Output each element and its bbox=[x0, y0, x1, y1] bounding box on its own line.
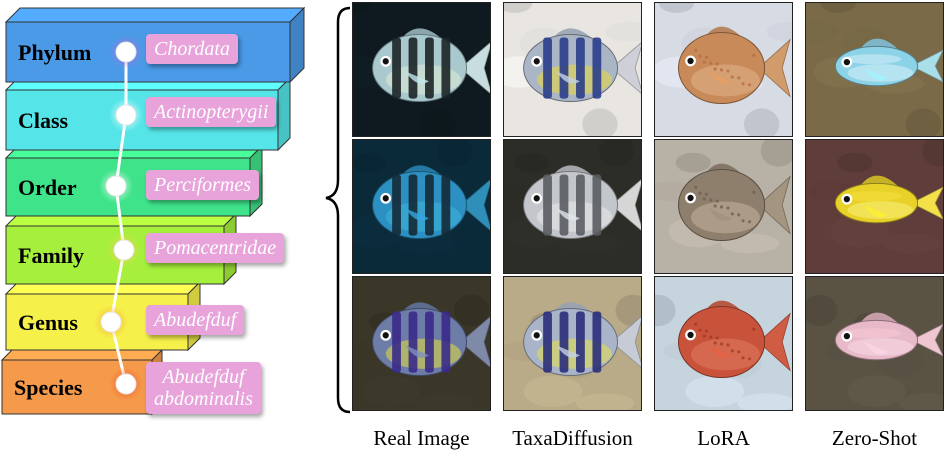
taxon-name-line: Pomacentridae bbox=[154, 237, 277, 259]
fish-image-taxadiffusion-row-2 bbox=[503, 139, 642, 274]
fish-image-lora-row-1 bbox=[654, 2, 793, 137]
taxonomy-node-genus bbox=[94, 305, 128, 339]
curly-brace bbox=[325, 6, 351, 414]
taxon-name-line: abdominalis bbox=[154, 388, 253, 410]
column-label-zero-shot: Zero-Shot bbox=[831, 426, 918, 450]
fish-image-real-image-row-3 bbox=[352, 276, 491, 411]
fish-image-lora-row-3 bbox=[654, 276, 793, 411]
taxon-name-line: Chordata bbox=[154, 38, 230, 60]
fish-image-lora-row-2 bbox=[654, 139, 793, 274]
rank-label-phylum: Phylum bbox=[18, 40, 91, 65]
taxonomy-node-species bbox=[109, 367, 143, 401]
rank-label-class: Class bbox=[18, 108, 69, 133]
taxon-tag-class: Actinopterygii bbox=[146, 97, 277, 127]
taxon-name-line: Abudefduf bbox=[162, 366, 245, 388]
taxonomy-node-family bbox=[107, 233, 141, 267]
taxon-tag-phylum: Chordata bbox=[146, 34, 238, 64]
fish-image-zero-shot-row-3 bbox=[805, 276, 944, 411]
fish-image-zero-shot-row-1 bbox=[805, 2, 944, 137]
taxonomy-node-order bbox=[99, 169, 133, 203]
fish-image-real-image-row-2 bbox=[352, 139, 491, 274]
fish-image-taxadiffusion-row-3 bbox=[503, 276, 642, 411]
taxonomy-node-class bbox=[109, 98, 143, 132]
taxon-tag-species: Abudefduf abdominalis bbox=[146, 362, 261, 414]
fish-image-zero-shot-row-2 bbox=[805, 139, 944, 274]
taxon-tag-order: Perciformes bbox=[146, 170, 260, 200]
rank-label-order: Order bbox=[18, 175, 77, 200]
column-label-taxadiffusion: TaxaDiffusion bbox=[512, 426, 633, 450]
column-label-real-image: Real Image bbox=[373, 426, 470, 450]
taxon-name-line: Perciformes bbox=[154, 174, 252, 196]
column-label-lora: LoRA bbox=[697, 426, 750, 450]
fish-image-real-image-row-1 bbox=[352, 2, 491, 137]
taxon-name-line: Abudefduf bbox=[154, 309, 237, 331]
fish-image-taxadiffusion-row-1 bbox=[503, 2, 642, 137]
rank-label-family: Family bbox=[18, 243, 84, 268]
rank-label-species: Species bbox=[14, 375, 83, 400]
taxonomy-node-phylum bbox=[109, 35, 143, 69]
rank-label-genus: Genus bbox=[18, 310, 78, 335]
taxon-tag-genus: Abudefduf bbox=[146, 305, 245, 335]
taxon-name-line: Actinopterygii bbox=[154, 101, 269, 123]
taxon-tag-family: Pomacentridae bbox=[146, 233, 285, 263]
